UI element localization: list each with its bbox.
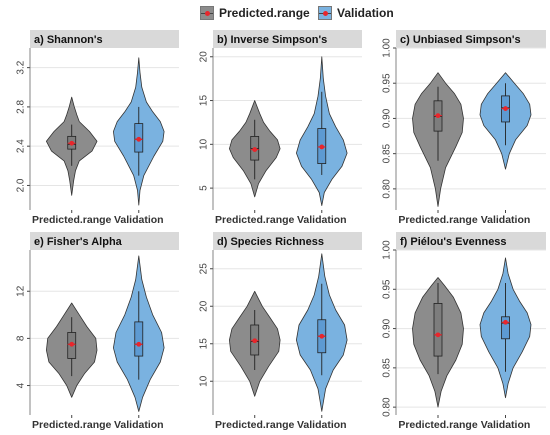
panel-2: b) Inverse Simpson's 5 10 15 20 Predicted.ran… [199,30,362,226]
panel-3-xtick-label: Predicted.range [398,214,478,226]
legend-item-predicted: Predicted.range [200,4,310,22]
panel-5-xtick-label: Predicted.range [215,419,295,431]
panel-6-ytick-label: 1.00 [382,240,393,260]
panel-6-ytick-label: 0.80 [382,397,393,417]
panel-3-ytick-label: 0.90 [382,108,393,128]
panel-1-xtick-label: Validation [114,214,164,226]
panel-3-title: c) Unbiased Simpson's [400,34,521,46]
panel-2-ytick-label: 5 [199,185,210,191]
panel-1-ytick-label: 3.2 [16,60,27,74]
panel-5: d) Species Richness 10 15 20 25 Predicted.ran… [199,232,362,431]
panel-2-title: b) Inverse Simpson's [217,34,327,46]
legend: Predicted.range Validation [0,0,550,28]
panel-4-xtick-label: Validation [114,419,164,431]
panel-3-ytick-label: 0.80 [382,179,393,199]
panel-6-ytick-label: 0.90 [382,318,393,338]
panel-6-predicted-box [433,303,443,357]
panel-3-xtick-label: Validation [481,214,531,226]
panel-3-ytick-label: 0.85 [382,143,393,163]
panel-6-title: f) Piélou's Evenness [400,236,507,248]
panel-5-ytick-label: 20 [199,300,210,312]
legend-key-predicted [200,6,214,20]
panel-5-xtick-label: Validation [297,419,347,431]
panel-1-ytick-label: 2.0 [16,178,27,192]
panel-1: a) Shannon's 2.0 2.4 2.8 3.2 Predicted.range V… [16,30,179,226]
panel-2-ytick-label: 20 [199,51,210,63]
panel-4-strip [30,232,179,250]
panel-4-ytick-label: 4 [16,382,27,388]
panel-5-title: d) Species Richness [217,236,324,248]
panel-4-ytick-label: 8 [16,335,27,341]
panel-6-strip [396,232,546,250]
panel-6-ytick-label: 0.95 [382,279,393,299]
panel-1-ytick-label: 2.8 [16,100,27,114]
panel-6-ytick-label: 0.85 [382,358,393,378]
legend-label-validation: Validation [337,6,394,20]
panel-1-ytick-label: 2.4 [16,139,27,153]
panel-2-xtick-label: Validation [297,214,347,226]
panel-1-strip [30,30,179,48]
panel-2-xtick-label: Predicted.range [215,214,295,226]
panel-2-ytick-label: 15 [199,95,210,107]
panel-2-ytick-label: 10 [199,138,210,150]
panel-1-xtick-label: Predicted.range [32,214,112,226]
panel-4: e) Fisher's Alpha 4 8 12 Predicted.range Vali… [16,232,179,431]
panel-3-ytick-label: 1.00 [382,38,393,58]
panel-4-ytick-label: 12 [16,285,27,297]
panel-6: f) Piélou's Evenness 0.80 0.85 0.90 0.95 1.00… [382,232,546,431]
panel-4-title: e) Fisher's Alpha [34,236,123,248]
legend-item-validation: Validation [318,4,394,22]
panel-5-strip [213,232,362,250]
panel-6-xtick-label: Predicted.range [398,419,478,431]
panel-3-strip [396,30,546,48]
panel-5-ytick-label: 25 [199,263,210,275]
panel-6-validation-box [501,316,510,340]
panel-6-xtick-label: Validation [481,419,531,431]
legend-label-predicted: Predicted.range [219,6,310,20]
panel-5-ytick-label: 15 [199,338,210,350]
panel-4-validation-box [134,321,144,357]
panel-3-ytick-label: 0.95 [382,73,393,93]
panel-3: c) Unbiased Simpson's 0.80 0.85 0.90 0.95 1.0… [382,30,546,226]
legend-key-validation [318,6,332,20]
panel-5-ytick-label: 10 [199,375,210,387]
panel-1-title: a) Shannon's [34,34,103,46]
panel-2-plot-area [213,48,362,210]
panel-2-strip [213,30,362,48]
panel-4-xtick-label: Predicted.range [32,419,112,431]
